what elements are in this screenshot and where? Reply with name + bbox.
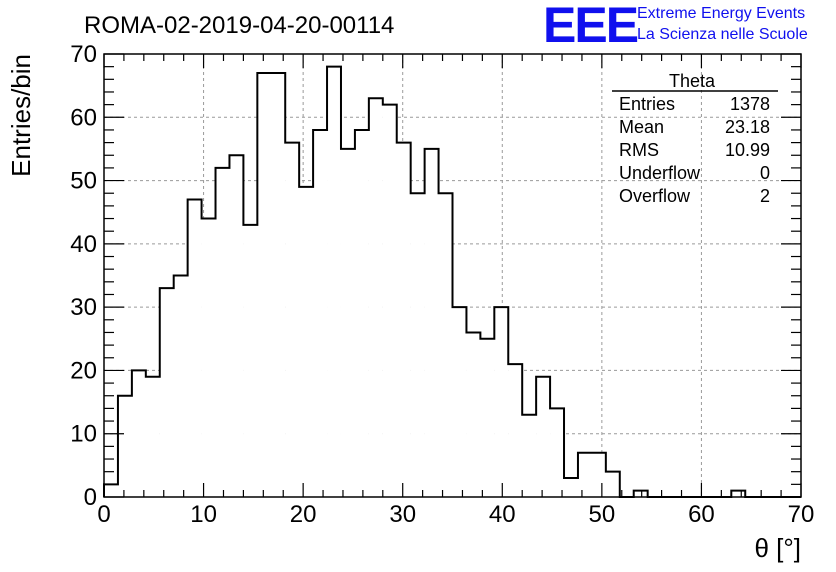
histogram-bin bbox=[522, 414, 537, 497]
x-axis-title: θ [°] bbox=[754, 533, 801, 563]
histogram-bin bbox=[368, 98, 383, 498]
histogram-bin bbox=[340, 148, 355, 497]
stats-header: Theta bbox=[669, 71, 716, 91]
histogram-bin bbox=[187, 199, 202, 498]
chart-title: ROMA-02-2019-04-20-00114 bbox=[84, 12, 394, 39]
stats-label: Mean bbox=[619, 117, 664, 137]
eee-logo-mark: EEE bbox=[543, 0, 638, 53]
histogram-bin bbox=[145, 376, 160, 497]
histogram-bin bbox=[731, 490, 746, 497]
histogram-bin bbox=[480, 338, 495, 497]
histogram-bin bbox=[299, 186, 314, 497]
y-tick-label: 20 bbox=[70, 357, 97, 384]
histogram-bin bbox=[410, 193, 425, 497]
y-tick-label: 30 bbox=[70, 294, 97, 321]
histogram-bin bbox=[271, 72, 286, 497]
histogram-outline bbox=[103, 65, 801, 498]
histogram-bin bbox=[257, 72, 272, 497]
histogram-layer bbox=[103, 65, 801, 498]
x-tick-label: 50 bbox=[589, 501, 616, 528]
x-tick-label: 0 bbox=[97, 501, 110, 528]
histogram-bin bbox=[215, 167, 230, 497]
stats-value: 2 bbox=[760, 186, 770, 206]
histogram-bin bbox=[466, 332, 481, 497]
x-tick-label: 20 bbox=[290, 501, 317, 528]
stats-rows: Entries 1378 Mean 23.18 RMS 10.99 Underflow 0 Ov… bbox=[619, 94, 770, 206]
eee-logo: EEE Extreme Energy Events La Scienza nel… bbox=[543, 0, 808, 53]
histogram-bin bbox=[285, 142, 300, 497]
histogram-bin bbox=[201, 218, 216, 498]
y-tick-label: 50 bbox=[70, 168, 97, 195]
histogram-bin bbox=[229, 155, 244, 497]
y-tick-label: 60 bbox=[70, 104, 97, 131]
histogram-bin bbox=[508, 364, 523, 497]
histogram-bin bbox=[159, 288, 174, 497]
histogram-bin bbox=[382, 104, 397, 497]
stats-label: Overflow bbox=[619, 186, 691, 206]
histogram-bin bbox=[452, 307, 467, 497]
histogram-bin bbox=[243, 224, 258, 497]
x-tick-label: 70 bbox=[788, 501, 815, 528]
histogram-bin bbox=[131, 370, 146, 497]
stats-label: Underflow bbox=[619, 163, 701, 183]
stats-value: 1378 bbox=[730, 94, 770, 114]
histogram-bin bbox=[605, 471, 620, 497]
histogram-bin bbox=[564, 478, 578, 497]
stats-value: 23.18 bbox=[725, 117, 770, 137]
histogram-bin bbox=[117, 395, 132, 497]
plot-frame bbox=[103, 53, 802, 498]
x-tick-label: 30 bbox=[389, 501, 416, 528]
histogram-bin bbox=[327, 66, 341, 498]
logo-line-1: Extreme Energy Events bbox=[637, 5, 805, 22]
histogram-bin bbox=[424, 148, 439, 497]
stats-label: Entries bbox=[619, 94, 675, 114]
y-tick-label: 70 bbox=[70, 41, 97, 68]
y-axis-title: Entries/bin bbox=[6, 54, 36, 177]
stats-value: 10.99 bbox=[725, 140, 770, 160]
histogram-bin bbox=[633, 490, 648, 497]
histogram-bin bbox=[536, 376, 551, 497]
histogram-bin bbox=[591, 452, 606, 497]
y-tick-label: 0 bbox=[84, 484, 97, 511]
stats-value: 0 bbox=[760, 163, 770, 183]
x-tick-label: 60 bbox=[688, 501, 715, 528]
histogram-bin bbox=[577, 452, 592, 497]
logo-line-2: La Scienza nelle Scuole bbox=[637, 26, 808, 43]
histogram-bin bbox=[550, 408, 565, 497]
histogram-bin bbox=[396, 142, 411, 497]
histogram-bin bbox=[173, 275, 188, 497]
histogram-bin bbox=[313, 129, 328, 497]
histogram-bin bbox=[354, 129, 369, 497]
histogram-bin bbox=[104, 484, 118, 497]
y-tick-label: 10 bbox=[70, 421, 97, 448]
x-tick-label: 10 bbox=[190, 501, 217, 528]
y-tick-label: 40 bbox=[70, 231, 97, 258]
stats-label: RMS bbox=[619, 140, 659, 160]
stats-box: Theta Entries 1378 Mean 23.18 RMS 10.99 Underf… bbox=[612, 71, 778, 206]
histogram-bin bbox=[494, 307, 509, 497]
x-tick-label: 40 bbox=[489, 501, 516, 528]
histogram-bin bbox=[438, 193, 453, 497]
